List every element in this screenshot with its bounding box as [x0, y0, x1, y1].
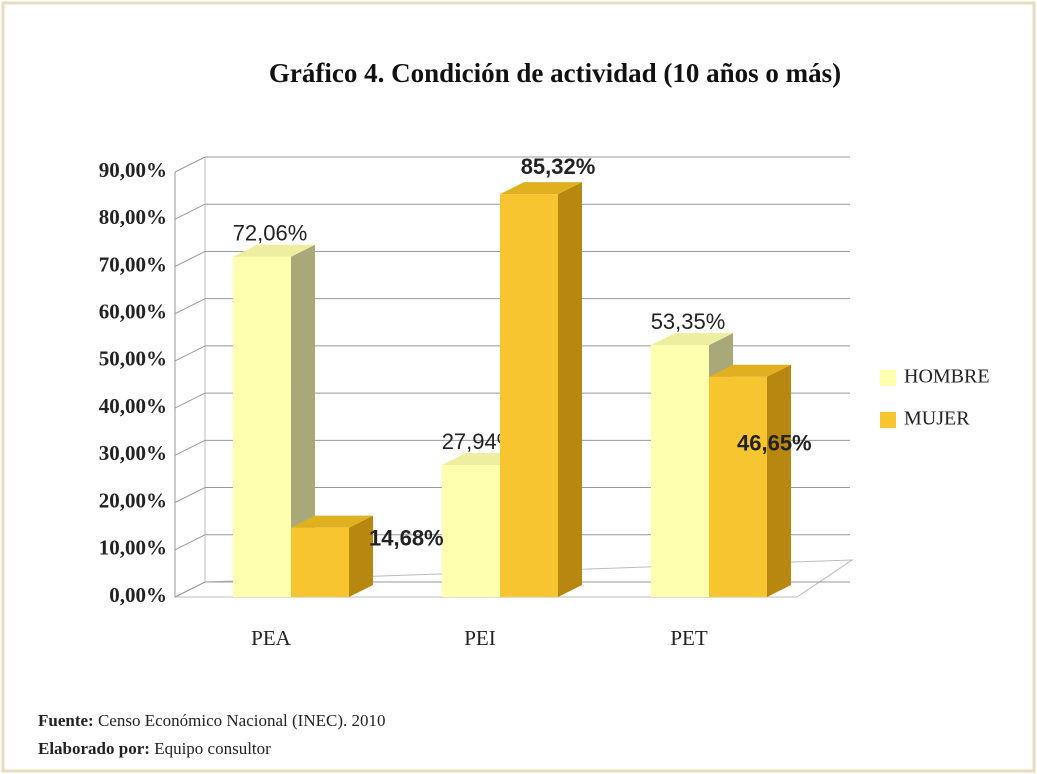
chart-title: Gráfico 4. Condición de actividad (10 añ… — [269, 58, 841, 88]
bar — [500, 194, 558, 597]
bar-top — [291, 515, 373, 528]
source: Fuente: Censo Económico Nacional (INEC).… — [38, 711, 385, 730]
value-label: 72,06% — [233, 221, 308, 246]
grid-wall-line — [174, 581, 206, 598]
value-label: 46,65% — [737, 431, 812, 456]
bar — [291, 527, 349, 597]
bar-side — [349, 515, 373, 597]
y-tick-label: 20,00% — [99, 488, 167, 512]
y-tick-label: 40,00% — [99, 394, 167, 418]
grid-wall-line — [174, 156, 206, 173]
y-tick-label: 90,00% — [99, 158, 167, 182]
bar — [709, 376, 767, 597]
x-tick-label: PEA — [251, 626, 292, 650]
x-tick-label: PET — [670, 626, 708, 650]
y-tick-label: 30,00% — [99, 441, 167, 465]
bar — [442, 465, 500, 597]
grid-wall-line — [174, 250, 206, 267]
bar-top — [500, 182, 582, 195]
bar — [233, 256, 291, 597]
author-label: Elaborado por: — [38, 739, 150, 758]
grid-wall-line — [174, 345, 206, 362]
grid-wall-line — [174, 392, 206, 409]
grid-wall-line — [174, 487, 206, 504]
author: Elaborado por: Equipo consultor — [38, 739, 271, 758]
value-label: 14,68% — [369, 525, 444, 550]
source-text: Censo Económico Nacional (INEC). 2010 — [98, 711, 386, 730]
grid-wall-line — [174, 298, 206, 315]
bar-side — [558, 182, 582, 597]
y-tick-label: 70,00% — [99, 252, 167, 276]
source-label: Fuente: — [38, 711, 94, 730]
x-tick-label: PEI — [464, 626, 496, 650]
value-label: 85,32% — [521, 154, 596, 179]
grid-wall-line — [174, 203, 206, 220]
legend-label: MUJER — [904, 408, 970, 430]
value-label: 53,35% — [651, 309, 726, 334]
bar-top — [709, 364, 791, 377]
grid-wall-line — [174, 534, 206, 551]
legend-swatch — [880, 412, 896, 428]
bar-side — [291, 244, 315, 597]
bar-side — [767, 364, 791, 597]
legend-swatch — [880, 370, 896, 386]
y-tick-label: 60,00% — [99, 299, 167, 323]
bar-top — [233, 244, 315, 257]
y-tick-label: 10,00% — [99, 536, 167, 560]
legend-label: HOMBRE — [904, 366, 990, 388]
author-text: Equipo consultor — [154, 739, 271, 758]
y-tick-label: 80,00% — [99, 205, 167, 229]
bar-top — [651, 333, 733, 346]
grid-wall-line — [174, 439, 206, 456]
y-tick-label: 50,00% — [99, 347, 167, 371]
y-tick-label: 0,00% — [109, 583, 167, 607]
bar — [651, 345, 709, 597]
